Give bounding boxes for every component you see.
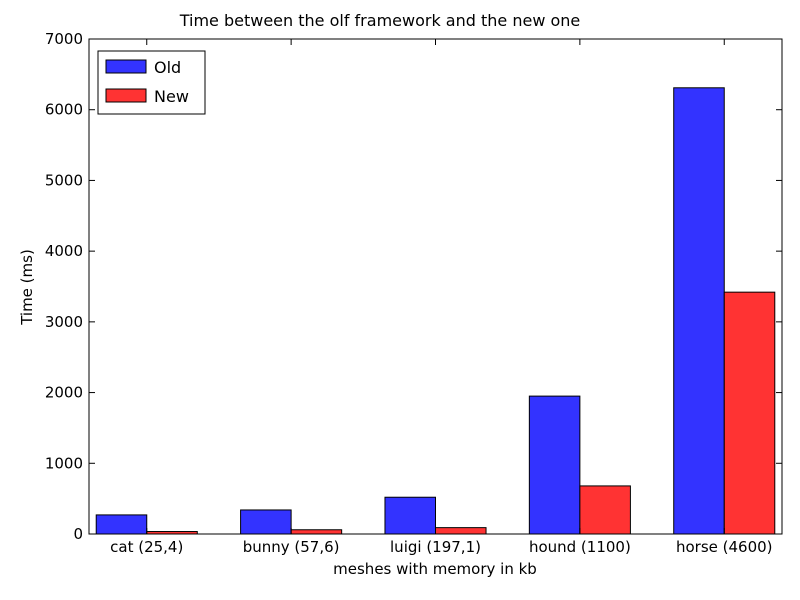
bars-layer: [95, 87, 776, 535]
bar-new-3: [579, 485, 631, 535]
bar-new-2: [435, 527, 487, 535]
bar-old-0: [95, 514, 148, 535]
x-tick-label-0: cat (25,4): [110, 538, 183, 556]
x-tick-label-3: hound (1100): [529, 538, 631, 556]
legend-swatch-new: [105, 88, 147, 103]
y-tick-label-1: 1000: [45, 454, 83, 472]
y-tick-label-6: 6000: [45, 101, 83, 119]
x-tick-label-2: luigi (197,1): [390, 538, 481, 556]
bar-old-1: [240, 509, 292, 535]
bar-old-3: [528, 395, 581, 535]
y-tick-label-7: 7000: [45, 30, 83, 48]
y-tick-label-4: 4000: [45, 242, 83, 260]
bar-old-2: [384, 496, 436, 535]
bar-old-4: [673, 87, 725, 535]
legend: Old New: [97, 50, 206, 115]
y-tick-label-5: 5000: [45, 171, 83, 189]
ticks-layer: 0 1000 2000 3000 4000 5000 6000 7000 cat (25,4) b…: [45, 30, 782, 556]
y-axis-label: Time (ms): [18, 249, 36, 326]
y-tick-label-3: 3000: [45, 313, 83, 331]
y-tick-label-0: 0: [73, 525, 83, 543]
legend-swatch-old: [105, 59, 147, 74]
chart-title: Time between the olf framework and the n…: [179, 11, 581, 30]
y-tick-label-2: 2000: [45, 384, 83, 402]
legend-label-old: Old: [154, 58, 181, 77]
legend-label-new: New: [154, 87, 189, 106]
bar-new-4: [723, 291, 776, 535]
x-axis-label: meshes with memory in kb: [333, 560, 537, 578]
bar-new-1: [290, 529, 343, 535]
x-tick-label-4: horse (4600): [676, 538, 773, 556]
x-tick-label-1: bunny (57,6): [243, 538, 340, 556]
